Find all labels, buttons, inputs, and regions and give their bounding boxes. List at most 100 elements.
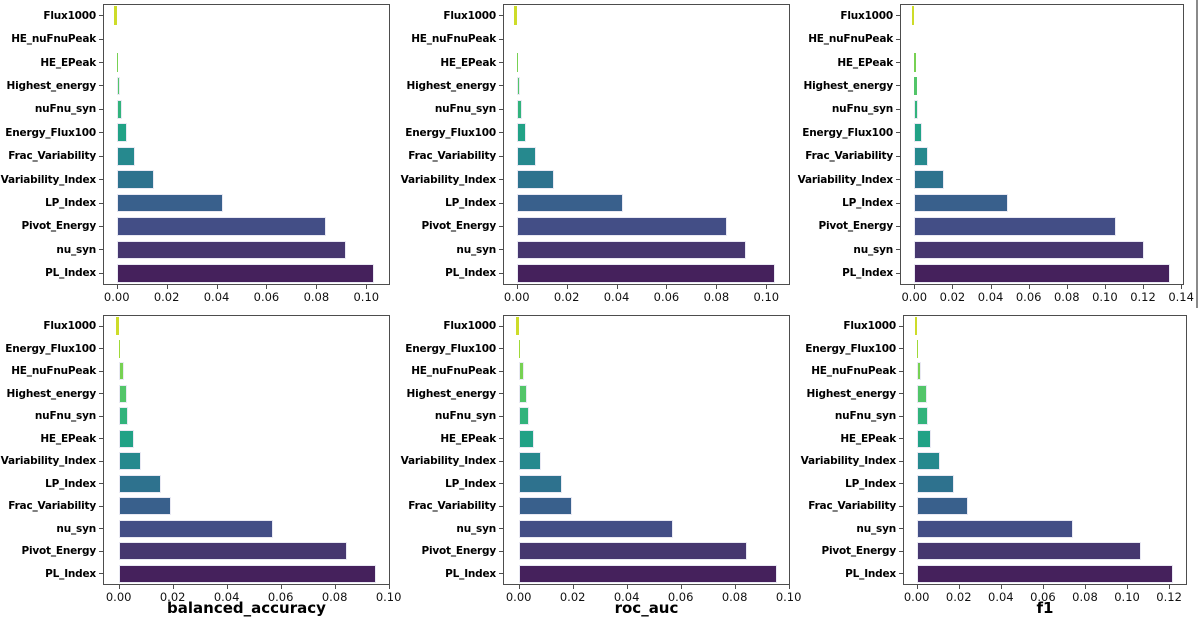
xtick-label: 0.00 (103, 290, 130, 304)
xtick-label: 0.04 (988, 590, 1014, 604)
xtick-label: 0.02 (559, 590, 586, 604)
bar-LP_Index (518, 474, 562, 493)
ytick-label: Flux1000 (443, 9, 496, 22)
xtick-mark (280, 585, 282, 589)
bar-Frac_Variability (916, 497, 968, 516)
bar-Highest_energy (116, 76, 120, 96)
ytick-label: Pivot_Energy (21, 545, 96, 558)
xtick-label: 0.14 (1168, 290, 1194, 304)
ytick-mark (99, 62, 103, 64)
bar-Frac_Variability (914, 146, 928, 166)
bar-HE_EPeak (914, 53, 916, 72)
ytick-mark (899, 393, 903, 395)
ytick-mark (99, 483, 103, 485)
xtick-mark (1104, 285, 1106, 289)
ytick-label: Variability_Index (400, 455, 497, 468)
xtick-label: 0.04 (213, 590, 240, 604)
ytick-mark (499, 15, 503, 17)
bar-Flux1000 (115, 317, 119, 336)
ytick-label: Pivot_Energy (821, 545, 896, 558)
ytick-label: LP_Index (842, 197, 893, 210)
xtick-label: 0.08 (1072, 590, 1098, 604)
xtick-mark (334, 585, 336, 589)
xtick-label: 0.08 (321, 590, 348, 604)
ytick-mark (896, 38, 900, 40)
xtick-mark (716, 285, 718, 289)
xtick-mark (952, 285, 954, 289)
bar-Variability_Index (518, 452, 542, 471)
ytick-label: HE_nuFnuPeak (411, 33, 496, 46)
bar-nuFnu_syn (118, 407, 129, 426)
ytick-mark (499, 325, 503, 327)
bar-Pivot_Energy (118, 542, 347, 561)
bar-Flux1000 (114, 6, 117, 26)
ytick-mark (899, 438, 903, 440)
bar-HE_EPeak (516, 53, 519, 72)
xtick-mark (1143, 285, 1145, 289)
bar-Flux1000 (515, 317, 519, 336)
ytick-label: PL_Index (445, 267, 496, 280)
xtick-mark (1000, 585, 1002, 589)
ytick-label: HE_nuFnuPeak (11, 33, 96, 46)
ytick-mark (99, 505, 103, 507)
ytick-mark (99, 325, 103, 327)
ytick-mark (499, 38, 503, 40)
ytick-mark (99, 85, 103, 87)
ytick-label: HE_EPeak (440, 432, 496, 445)
xtick-label: 0.12 (1130, 290, 1156, 304)
xtick-mark (666, 285, 668, 289)
ytick-label: Frac_Variability (805, 150, 893, 163)
xtick-label: 0.10 (353, 290, 380, 304)
bar-Flux1000 (912, 6, 915, 26)
xtick-label: 0.00 (901, 290, 928, 304)
bar-Variability_Index (516, 170, 554, 189)
bar-nu_syn (516, 240, 747, 260)
ytick-mark (99, 155, 103, 157)
bar-Frac_Variability (116, 146, 136, 166)
ytick-label: Variability_Index (0, 455, 97, 468)
xtick-mark (1084, 585, 1086, 589)
xtick-label: 0.10 (1114, 590, 1140, 604)
ytick-label: PL_Index (845, 567, 896, 580)
plot-area (103, 4, 390, 285)
bar-Pivot_Energy (116, 217, 327, 236)
xtick-label: 0.06 (267, 590, 294, 604)
xtick-label: 0.04 (603, 290, 630, 304)
ytick-mark (99, 108, 103, 110)
xtick-label: 0.02 (945, 590, 972, 604)
bar-Variability_Index (118, 452, 141, 471)
ytick-mark (899, 370, 903, 372)
ytick-label: Pivot_Energy (818, 220, 893, 233)
bar-PL_Index (518, 564, 778, 583)
ytick-label: Highest_energy (6, 79, 97, 92)
ytick-mark (99, 38, 103, 40)
xtick-label: 0.12 (1156, 590, 1182, 604)
ytick-label: HE_nuFnuPeak (11, 365, 96, 378)
xtick-mark (766, 285, 768, 289)
ytick-label: Highest_energy (6, 387, 97, 400)
bar-PL_Index (914, 263, 1170, 283)
ytick-mark (896, 225, 900, 227)
bar-nu_syn (118, 519, 274, 538)
xtick-mark (1181, 285, 1183, 289)
ytick-label: nuFnu_syn (834, 410, 896, 423)
bar-PL_Index (916, 564, 1173, 583)
ytick-label: nuFnu_syn (34, 410, 96, 423)
xtick-label: 0.00 (505, 590, 532, 604)
ytick-mark (896, 272, 900, 274)
ytick-mark (899, 325, 903, 327)
ytick-mark (499, 393, 503, 395)
ytick-label: Pivot_Energy (421, 220, 496, 233)
xtick-label: 0.00 (503, 290, 530, 304)
xtick-mark (958, 585, 960, 589)
xtick-label: 0.06 (1030, 590, 1056, 604)
ytick-label: nu_syn (456, 243, 496, 256)
ytick-mark (896, 62, 900, 64)
ytick-mark (499, 370, 503, 372)
xtick-label: 0.02 (159, 590, 186, 604)
bar-PL_Index (118, 564, 376, 583)
bar-nu_syn (518, 519, 674, 538)
bar-Energy_Flux100 (516, 123, 527, 143)
plot-area (503, 315, 790, 585)
bar-Highest_energy (914, 76, 917, 96)
